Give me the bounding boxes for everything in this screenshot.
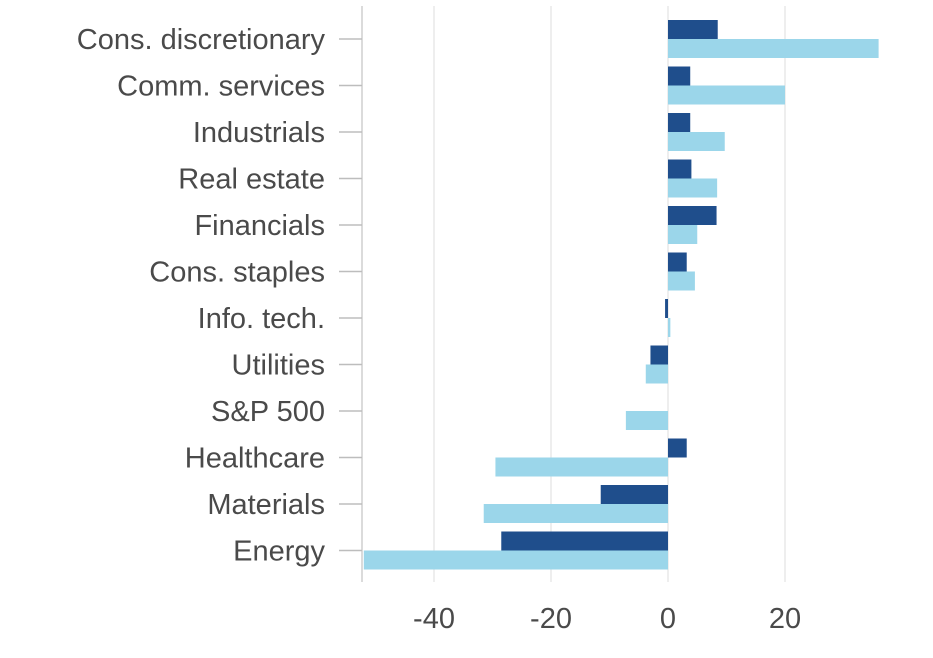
category-axis xyxy=(339,6,363,582)
bar-series-1 xyxy=(668,113,691,132)
bar-series-2 xyxy=(483,504,668,523)
bar-series-1 xyxy=(668,206,717,225)
bar-series-1 xyxy=(668,20,718,39)
x-tick-label: -20 xyxy=(530,603,572,635)
bar-series-2 xyxy=(668,132,725,151)
bar-series-1 xyxy=(668,159,692,179)
bar-series-1 xyxy=(668,66,691,86)
bar-series-2 xyxy=(668,318,671,337)
category-label: Utilities xyxy=(232,350,325,382)
x-tick-labels: -40 -20 0 20 xyxy=(413,603,801,635)
category-label: Info. tech. xyxy=(198,303,325,335)
bar-series-2 xyxy=(625,411,668,430)
bar-series-1 xyxy=(501,531,668,551)
x-tick-label: 20 xyxy=(769,603,801,635)
category-label: Healthcare xyxy=(185,443,325,475)
bar-series-1 xyxy=(600,485,668,504)
category-label: Financials xyxy=(194,210,325,242)
category-label: Comm. services xyxy=(117,71,325,103)
bar-series-2 xyxy=(668,39,879,58)
bar-series-2 xyxy=(668,178,718,198)
bar-series-2 xyxy=(363,550,668,570)
bar-series-1 xyxy=(668,252,687,272)
category-label: Real estate xyxy=(178,164,325,196)
category-label: Materials xyxy=(207,489,325,521)
bar-series-1 xyxy=(650,345,668,365)
bar-series-1 xyxy=(665,299,668,318)
category-label: Cons. discretionary xyxy=(77,24,326,56)
category-label: Cons. staples xyxy=(149,257,325,289)
bar-series-2 xyxy=(668,225,698,244)
bar-series-2 xyxy=(645,364,668,384)
bar-series-2 xyxy=(668,85,785,105)
category-labels: Cons. discretionary Comm. services Industr… xyxy=(77,24,326,568)
x-tick-label: 0 xyxy=(660,603,676,635)
x-tick-label: -40 xyxy=(413,603,455,635)
bar-series-2 xyxy=(668,271,695,291)
category-label: Industrials xyxy=(193,117,325,149)
bar-series-2 xyxy=(495,457,668,477)
bars xyxy=(363,20,879,570)
bar-series-1 xyxy=(668,438,687,458)
category-label: Energy xyxy=(233,536,325,568)
category-label: S&P 500 xyxy=(211,396,325,428)
